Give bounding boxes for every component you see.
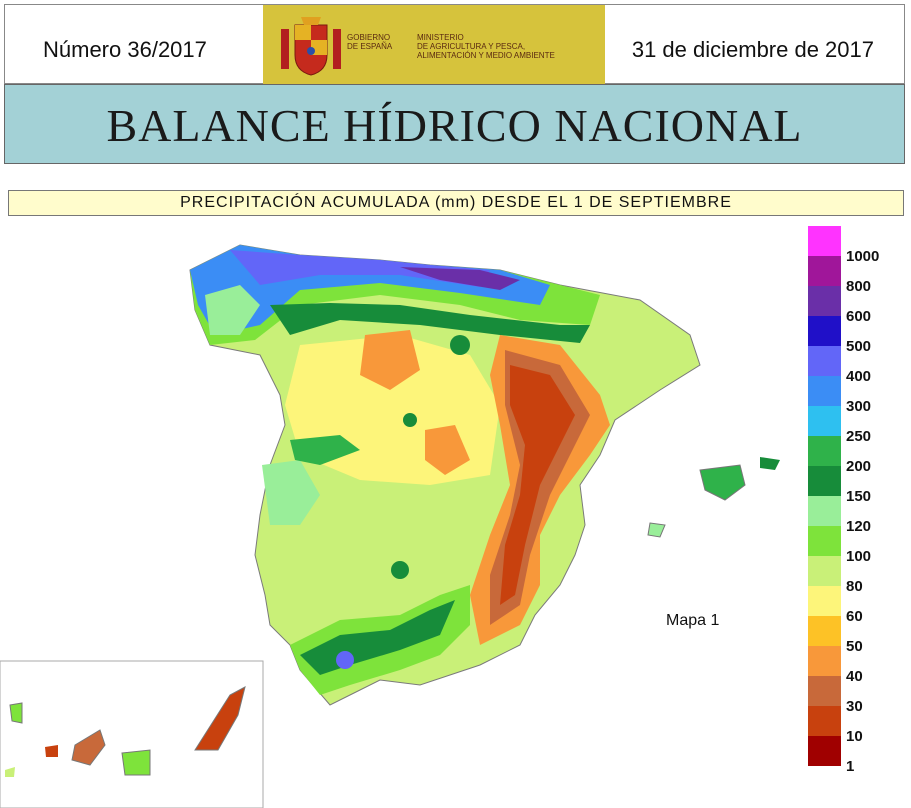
legend-label: 150 [846, 488, 872, 505]
legend-swatch [808, 616, 841, 646]
legend-label: 60 [846, 608, 863, 625]
legend-label: 400 [846, 368, 872, 385]
legend-label: 120 [846, 518, 872, 535]
legend-swatch [808, 736, 841, 766]
title-bar: BALANCE HÍDRICO NACIONAL [4, 84, 905, 164]
legend-label: 500 [846, 338, 872, 355]
legend-swatch [808, 346, 841, 376]
legend-label: 40 [846, 668, 863, 685]
legend-swatch [808, 466, 841, 496]
ministry-logo: GOBIERNO DE ESPAÑA MINISTERIO DE AGRICULTU… [263, 5, 605, 85]
coat-of-arms-icon [281, 17, 341, 76]
legend-label: 800 [846, 278, 872, 295]
ministry-label: MINISTERIO DE AGRICULTURA Y PESCA, ALIMENT… [417, 33, 555, 60]
legend-swatch [808, 316, 841, 346]
legend-label: 100 [846, 548, 872, 565]
legend-swatch [808, 586, 841, 616]
bulletin-header: Número 36/2017 GOBIERNO DE ESPAÑA MINISTE… [4, 4, 905, 85]
legend-label: 300 [846, 398, 872, 415]
map-number-label: Mapa 1 [666, 612, 720, 629]
legend-label: 600 [846, 308, 872, 325]
precipitation-map [0, 244, 780, 808]
legend-swatch [808, 226, 841, 256]
legend-label: 1000 [846, 248, 880, 265]
government-label: GOBIERNO DE ESPAÑA [347, 33, 393, 51]
legend-swatch [808, 376, 841, 406]
legend-swatch [808, 286, 841, 316]
balearic-islands [699, 464, 746, 501]
legend-label: 10 [846, 728, 863, 745]
legend-swatch [808, 496, 841, 526]
precipitation-legend: 1000 800 600 500 400 300 250 200 150 120 100 80 60 50… [808, 226, 908, 775]
legend-swatch [808, 676, 841, 706]
issue-number: Número 36/2017 [43, 37, 207, 62]
legend-swatch [808, 406, 841, 436]
legend-label: 1 [846, 758, 855, 775]
legend-label: 30 [846, 698, 863, 715]
map-subtitle: PRECIPITACIÓN ACUMULADA (mm) DESDE EL 1 … [8, 190, 904, 216]
legend-swatch [808, 706, 841, 736]
legend-swatch [808, 436, 841, 466]
legend-swatch [808, 646, 841, 676]
legend-label: 50 [846, 638, 863, 655]
legend-label: 200 [846, 458, 872, 475]
issue-date: 31 de diciembre de 2017 [631, 37, 874, 62]
legend-swatch [808, 526, 841, 556]
legend-label: 80 [846, 578, 863, 595]
legend-swatch [808, 256, 841, 286]
page-title: BALANCE HÍDRICO NACIONAL [106, 100, 803, 151]
legend-label: 250 [846, 428, 872, 445]
legend-swatch [808, 556, 841, 586]
